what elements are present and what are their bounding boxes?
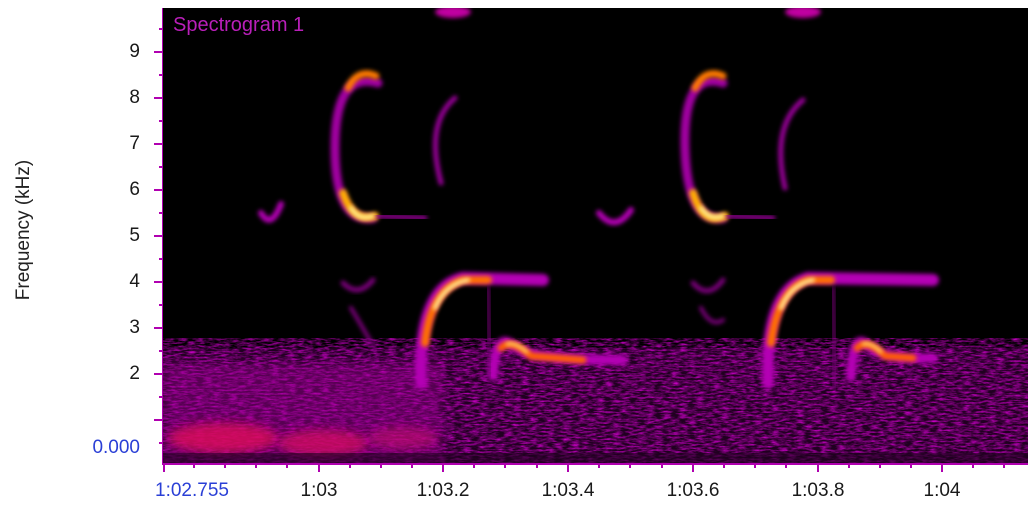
spectrogram-canvas[interactable]: Spectrogram 1 — [163, 8, 1028, 463]
y-axis-title: Frequency (kHz) — [4, 0, 44, 460]
x-axis: 1:02.755 1:03 1:03.2 1:03.4 1:03.6 1:03.… — [155, 463, 1028, 505]
y-minor-tick — [159, 120, 164, 122]
y-tick-mark — [154, 373, 164, 375]
y-minor-tick — [159, 442, 164, 444]
y-axis: 9 8 7 6 5 4 3 2 0.000 — [60, 0, 164, 465]
x-minor-tick — [1003, 463, 1005, 468]
x-minor-tick — [723, 463, 725, 468]
y-tick-label-7: 7 — [129, 133, 140, 154]
y-tick-label-3: 3 — [129, 317, 140, 338]
y-minor-tick — [159, 396, 164, 398]
x-minor-tick — [224, 463, 226, 468]
x-minor-tick — [661, 463, 663, 468]
y-origin-readout: 0.000 — [92, 437, 140, 458]
y-tick-label-5: 5 — [129, 225, 140, 246]
y-minor-tick — [159, 28, 164, 30]
x-minor-tick — [972, 463, 974, 468]
call-2 — [596, 8, 939, 390]
y-tick-mark — [154, 143, 164, 145]
y-tick-label-6: 6 — [129, 179, 140, 200]
x-tick-mark — [567, 463, 569, 472]
x-origin-readout: 1:02.755 — [155, 480, 229, 501]
noise-floor — [163, 338, 1028, 463]
x-minor-tick — [255, 463, 257, 468]
y-minor-tick — [159, 304, 164, 306]
x-minor-tick — [504, 463, 506, 468]
x-tick-label: 1:03.4 — [541, 480, 595, 501]
call-1 — [258, 8, 628, 389]
x-tick-mark — [817, 463, 819, 472]
x-tick-mark — [442, 463, 444, 472]
x-tick-mark — [318, 463, 320, 472]
x-tick-mark — [692, 463, 694, 472]
y-minor-tick — [159, 74, 164, 76]
y-minor-tick — [159, 350, 164, 352]
y-tick-mark — [154, 327, 164, 329]
x-tick-mark — [163, 463, 165, 472]
y-tick-mark — [154, 97, 164, 99]
x-minor-tick — [473, 463, 475, 468]
y-tick-label-8: 8 — [129, 87, 140, 108]
spectrogram-image — [163, 8, 1028, 463]
y-tick-mark — [154, 281, 164, 283]
x-minor-tick — [286, 463, 288, 468]
x-tick-label: 1:03.2 — [416, 480, 470, 501]
x-minor-tick — [536, 463, 538, 468]
x-minor-tick — [910, 463, 912, 468]
x-minor-tick — [879, 463, 881, 468]
y-tick-label-4: 4 — [129, 271, 140, 292]
y-tick-label-9: 9 — [129, 41, 140, 62]
x-minor-tick — [349, 463, 351, 468]
x-minor-tick — [380, 463, 382, 468]
y-tick-mark — [154, 419, 164, 421]
x-minor-tick — [848, 463, 850, 468]
spectrogram-title: Spectrogram 1 — [173, 14, 305, 36]
x-minor-tick — [754, 463, 756, 468]
y-minor-tick — [159, 212, 164, 214]
x-tick-mark — [941, 463, 943, 472]
x-minor-tick — [785, 463, 787, 468]
y-tick-mark — [154, 189, 164, 191]
y-tick-label-2: 2 — [129, 363, 140, 384]
x-tick-label: 1:03.8 — [791, 480, 845, 501]
x-tick-label: 1:04 — [923, 480, 961, 501]
x-tick-label: 1:03.6 — [666, 480, 720, 501]
y-axis-label: Frequency (kHz) — [13, 159, 34, 301]
x-axis-line — [163, 463, 1028, 465]
x-minor-tick — [193, 463, 195, 468]
y-minor-tick — [159, 166, 164, 168]
x-minor-tick — [598, 463, 600, 468]
y-minor-tick — [159, 258, 164, 260]
x-minor-tick — [411, 463, 413, 468]
x-minor-tick — [629, 463, 631, 468]
y-tick-mark — [154, 51, 164, 53]
y-tick-mark — [154, 235, 164, 237]
x-tick-label: 1:03 — [300, 480, 338, 501]
